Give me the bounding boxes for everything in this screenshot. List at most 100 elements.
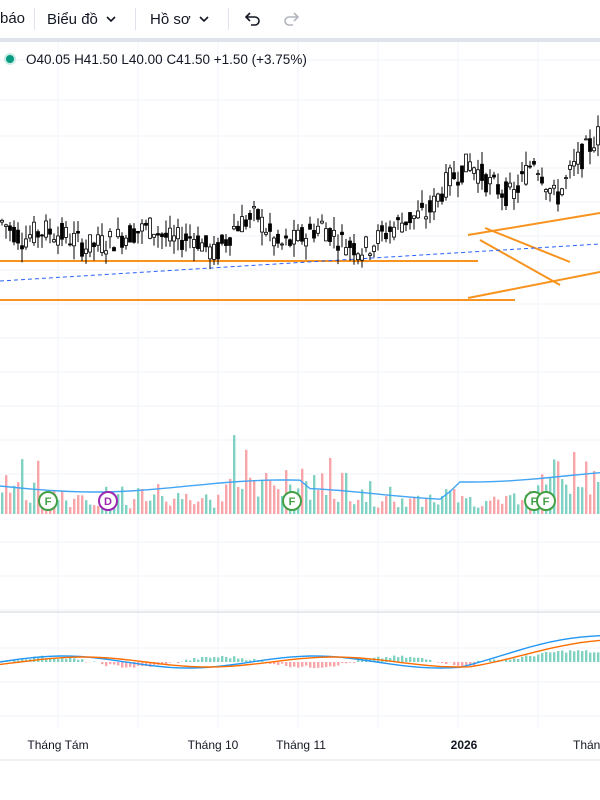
volume-bar — [189, 500, 192, 514]
ohlc-legend: O40.05 H41.50 L40.00 C41.50 +1.50 (+3.75… — [0, 48, 307, 70]
macd-histogram-bar — [589, 652, 592, 662]
candle-body — [284, 235, 288, 239]
macd-histogram-bar — [189, 660, 192, 662]
macd-histogram-bar — [345, 662, 348, 664]
volume-bar — [573, 451, 576, 514]
candle-body — [108, 231, 112, 238]
macd-histogram-bar — [581, 651, 584, 662]
volume-bar — [341, 472, 344, 514]
candle-body — [512, 189, 516, 199]
macd-histogram-bar — [309, 662, 312, 668]
candle-body — [84, 248, 88, 254]
candle-body — [88, 234, 92, 253]
volume-bar — [577, 486, 580, 514]
candle-body — [132, 228, 136, 243]
volume-bar — [309, 499, 312, 514]
volume-bar — [321, 473, 324, 514]
macd-histogram-bar — [69, 657, 72, 662]
event-marker-label: F — [531, 496, 538, 508]
volume-bar — [269, 479, 272, 514]
alert-button[interactable]: báo — [0, 10, 26, 27]
volume-bar — [477, 507, 480, 514]
volume-bar — [373, 506, 376, 514]
volume-bar — [249, 477, 252, 514]
candle-body — [188, 236, 192, 239]
volume-bar — [513, 493, 516, 514]
volume-bar — [333, 498, 336, 514]
volume-bar — [273, 485, 276, 514]
candle-body — [288, 239, 292, 246]
candle-body — [588, 138, 592, 152]
macd-histogram-bar — [597, 652, 600, 662]
candle-body — [120, 235, 124, 248]
volume-bar — [497, 499, 500, 514]
candle-body — [204, 235, 208, 248]
candle-body — [56, 235, 60, 246]
volume-bar — [225, 484, 228, 514]
candle-body — [164, 232, 168, 238]
volume-bar — [453, 488, 456, 514]
status-dot-icon — [4, 53, 16, 65]
macd-histogram-bar — [333, 662, 336, 667]
macd-histogram-bar — [321, 662, 324, 668]
macd-histogram-bar — [241, 658, 244, 662]
candle-body — [396, 217, 400, 221]
volume-bar — [177, 493, 180, 514]
macd-histogram-bar — [533, 656, 536, 662]
volume-bar — [385, 496, 388, 514]
event-marker: F — [282, 491, 302, 511]
candle-body — [308, 223, 312, 230]
volume-bar — [157, 484, 160, 514]
chart-type-button[interactable]: Biểu đồ — [47, 6, 118, 32]
candle-body — [420, 202, 424, 208]
macd-histogram-bar — [57, 658, 60, 662]
candle-body — [128, 225, 132, 243]
candle-body — [544, 189, 548, 193]
volume-bar — [473, 506, 476, 514]
volume-bar — [585, 461, 588, 514]
volume-bar — [381, 501, 384, 514]
undo-icon[interactable] — [242, 9, 262, 35]
macd-histogram-bar — [561, 650, 564, 662]
candle-body — [4, 224, 8, 227]
macd-histogram-bar — [525, 655, 528, 662]
volume-bar — [337, 501, 340, 514]
macd-histogram-bar — [405, 657, 408, 662]
candle-body — [144, 222, 148, 226]
macd-histogram-bar — [537, 654, 540, 662]
macd-histogram-bar — [461, 662, 464, 667]
candle-body — [416, 210, 420, 219]
volume-bar — [217, 494, 220, 514]
volume-bar — [205, 494, 208, 514]
candlesticks — [0, 115, 600, 270]
candle-body — [216, 242, 220, 260]
candle-body — [428, 200, 432, 213]
event-marker: F — [536, 491, 556, 511]
macd-histogram-bar — [249, 660, 252, 662]
volume-bar — [201, 498, 204, 514]
candle-body — [24, 238, 28, 248]
macd-histogram-bar — [113, 662, 116, 665]
top-toolbar: báo Biểu đồ Hồ sơ — [0, 0, 600, 38]
macd-histogram-bar — [493, 659, 496, 662]
candle-body — [404, 221, 408, 226]
candle-body — [352, 243, 356, 256]
candle-body — [508, 182, 512, 188]
candle-body — [292, 229, 296, 245]
volume-bar — [137, 488, 140, 514]
volume-bar — [117, 494, 120, 514]
volume-bar — [181, 499, 184, 514]
macd-histogram-bar — [577, 650, 580, 662]
macd-histogram-bar — [109, 662, 112, 665]
redo-icon[interactable] — [282, 9, 302, 35]
volume-bar — [329, 457, 332, 514]
profile-button[interactable]: Hồ sơ — [150, 6, 211, 32]
macd-histogram-bar — [177, 662, 180, 664]
volume-bar — [449, 490, 452, 514]
macd-histogram-bar — [213, 657, 216, 662]
volume-bar — [569, 493, 572, 514]
x-axis-label: Tháng Tám — [27, 738, 88, 752]
volume-bar — [185, 493, 188, 514]
legend-close: C41.50 — [166, 51, 210, 67]
